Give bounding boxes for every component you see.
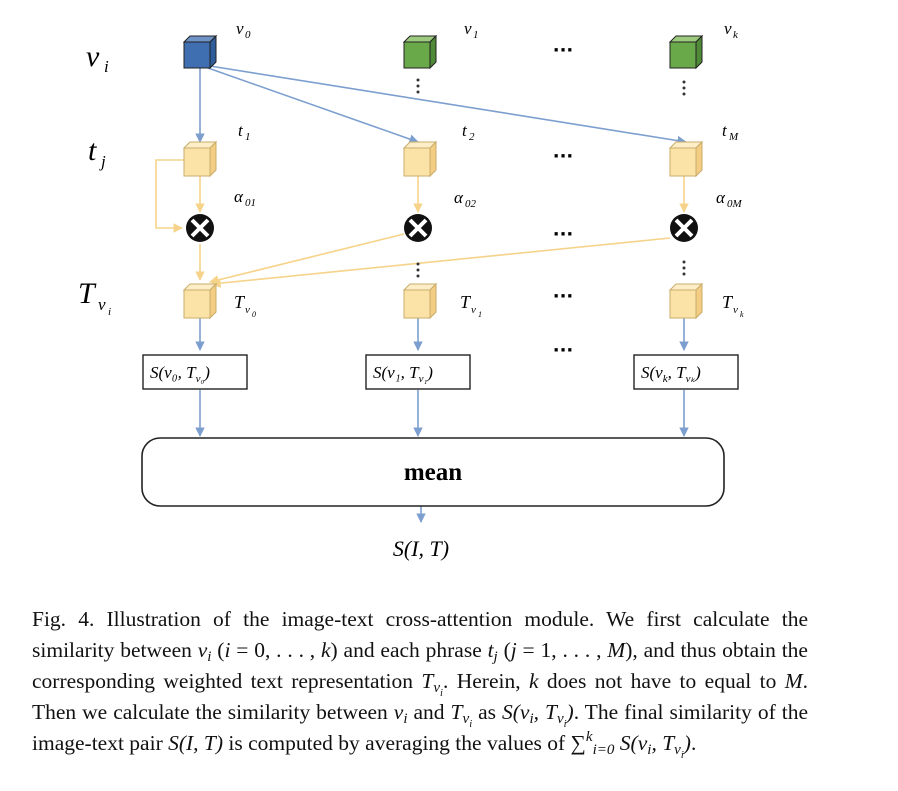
cube-Tv1 [402,282,438,320]
alpha-labels: α 01 α 02 α 0M [234,187,743,210]
svg-text:S(v₁, Tv₁): S(v₁, Tv₁) [373,363,433,385]
svg-text:i: i [108,306,111,318]
svg-text:1: 1 [245,131,251,143]
svg-text:v: v [98,295,106,314]
svg-text:1: 1 [478,310,482,319]
figure-caption: Fig. 4. Illustration of the image-text c… [32,607,809,761]
cube-t1 [182,140,218,178]
svg-text:α: α [234,187,244,206]
svg-text:2: 2 [469,131,475,143]
horizontal-ellipses: ··· ··· ··· ··· ··· [553,40,574,361]
output-label: S(I, T) [393,536,449,561]
Tv-labels: T v 0 T v 1 T v k [234,292,744,319]
v-labels: v 0 v 1 v k [236,19,739,41]
t-labels: t 1 t 2 t M [238,121,739,143]
svg-text:T: T [722,292,734,312]
vertical-dots [416,78,686,278]
svg-text:1: 1 [473,29,479,41]
svg-text:t: t [722,121,728,140]
cube-tM [668,140,704,178]
svg-text:···: ··· [553,286,574,307]
svg-text:T: T [234,292,246,312]
cube-v1 [402,34,438,70]
cube-vk [668,34,704,70]
svg-text:v: v [236,19,244,38]
svg-text:mean: mean [404,459,462,486]
svg-text:01: 01 [245,197,256,209]
svg-text:0: 0 [245,29,251,41]
svg-text:k: k [740,310,744,319]
svg-text:S(v₀, Tv₀): S(v₀, Tv₀) [150,363,210,385]
row-label-t: t j [88,134,106,171]
blue-connectors [195,65,689,523]
score-box-k: S(vk, Tvₖ) [633,354,739,390]
score-box-1: S(v₁, Tv₁) [365,354,471,390]
svg-text:02: 02 [465,198,477,210]
multiply-node-1 [186,214,214,242]
multiply-node-M [670,214,698,242]
row-label-Tv: T v i [78,277,111,318]
svg-text:···: ··· [553,146,574,167]
svg-text:···: ··· [553,40,574,61]
row-label-v: v i [86,40,109,76]
svg-text:v: v [245,304,250,316]
svg-text:t: t [88,134,97,167]
cube-v0 [182,34,218,70]
svg-text:S(vk, Tvₖ): S(vk, Tvₖ) [641,363,701,385]
yellow-connectors [155,159,689,288]
svg-text:M: M [728,131,739,143]
cube-t2 [402,140,438,178]
svg-text:v: v [733,304,738,316]
attention-diagram: v i t j T v i [78,19,744,561]
svg-text:···: ··· [553,224,574,245]
svg-text:v: v [86,40,100,73]
svg-text:i: i [104,57,109,76]
score-box-0: S(v₀, Tv₀) [142,354,248,390]
svg-text:α: α [716,188,726,207]
cube-Tvk [668,282,704,320]
svg-text:t: t [462,121,468,140]
svg-text:0M: 0M [727,198,743,210]
svg-text:0: 0 [252,310,256,319]
svg-text:T: T [460,292,472,312]
svg-text:···: ··· [553,340,574,361]
svg-text:v: v [464,19,472,38]
multiply-node-2 [404,214,432,242]
svg-text:t: t [238,121,244,140]
cube-Tv0 [182,282,218,320]
svg-text:α: α [454,188,464,207]
mean-box: mean [141,437,725,507]
svg-text:v: v [471,304,476,316]
svg-text:v: v [724,19,732,38]
svg-text:j: j [99,152,106,171]
svg-text:T: T [78,277,97,310]
svg-text:k: k [733,29,739,41]
